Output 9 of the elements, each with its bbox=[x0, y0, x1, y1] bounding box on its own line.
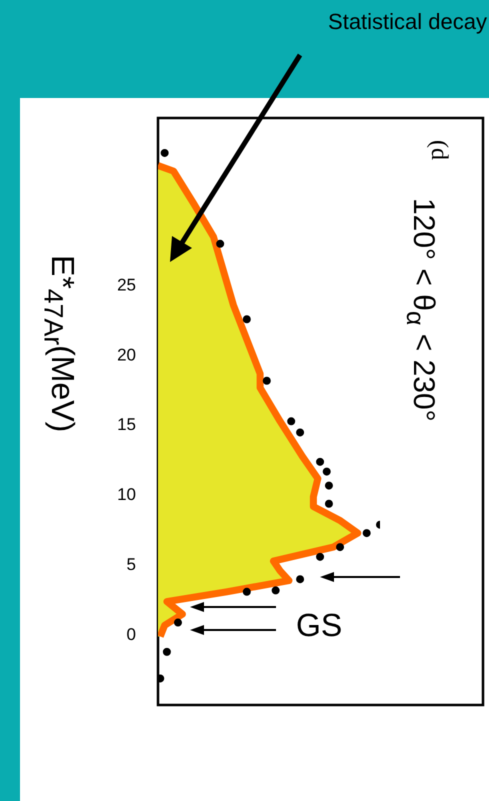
y-tick-label: 25 bbox=[117, 275, 136, 294]
y-tick-label: 10 bbox=[117, 485, 136, 504]
y-tick-label: 15 bbox=[117, 415, 136, 434]
y-tick-label: 5 bbox=[126, 554, 136, 574]
y-tick-label: 20 bbox=[117, 345, 136, 364]
text: Statistical decay bbox=[328, 9, 487, 34]
y-tick-label: 0 bbox=[126, 624, 136, 644]
text: (d bbox=[426, 140, 452, 160]
annotation: GS bbox=[296, 607, 342, 644]
